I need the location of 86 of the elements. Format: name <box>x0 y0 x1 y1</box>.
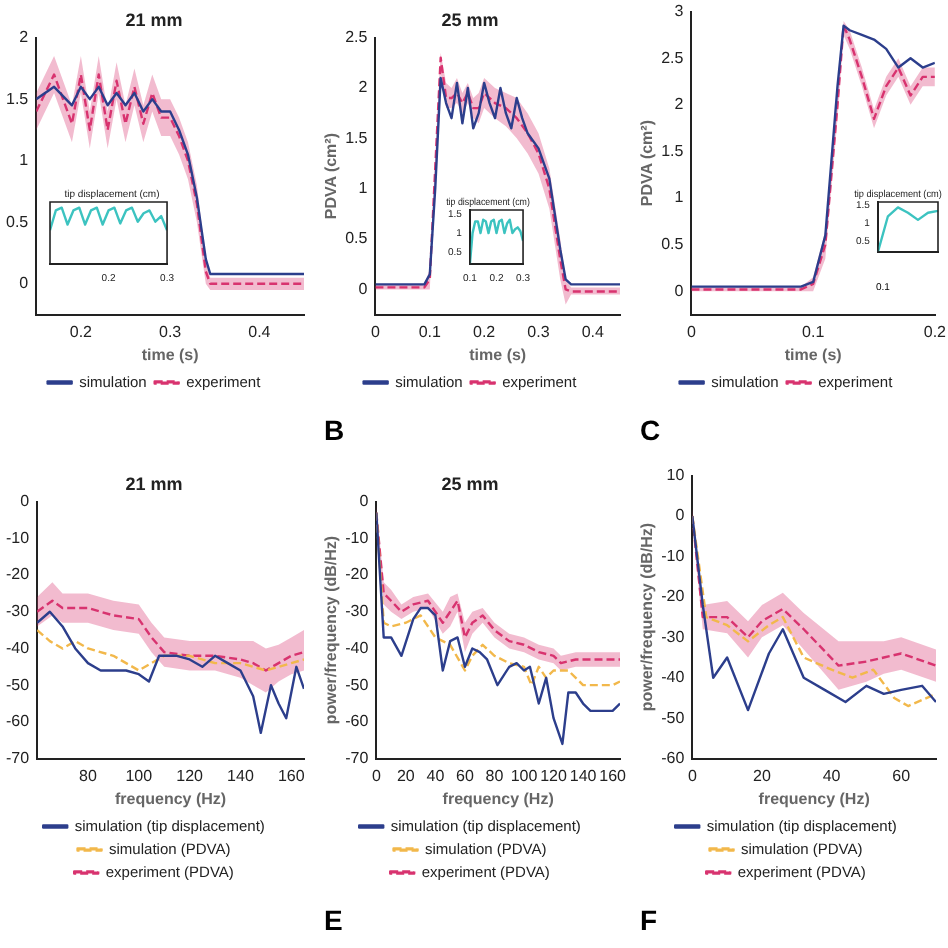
y-tick-label: -10 <box>345 528 370 547</box>
x-tick-label: 140 <box>227 766 255 785</box>
x-tick-label: 0.3 <box>159 322 183 341</box>
y-tick-label: 1 <box>674 188 685 207</box>
x-axis-title: frequency (Hz) <box>442 789 555 808</box>
y-tick-label: -20 <box>661 587 686 606</box>
y-tick-label: 0.5 <box>5 212 30 231</box>
y-tick-label: -30 <box>6 602 31 621</box>
x-axis-title: time (s) <box>469 345 527 364</box>
x-tick-label: 120 <box>176 766 205 785</box>
x-tick-label: 60 <box>456 766 475 785</box>
y-tick-label: -50 <box>345 675 370 694</box>
y-tick-label: 2.5 <box>661 48 685 67</box>
y-tick-label: -40 <box>6 638 31 657</box>
x-tick-label: 0.1 <box>418 322 443 341</box>
y-tick-label: 3 <box>674 2 685 21</box>
x-tick-label: 0.4 <box>248 322 272 341</box>
x-axis-title: time (s) <box>141 345 200 364</box>
y-tick-label: 0 <box>359 492 370 511</box>
y-tick-label: 1 <box>358 179 369 198</box>
x-tick-label: 0.2 <box>473 322 497 341</box>
y-tick-label: 0 <box>675 506 686 525</box>
y-tick-label: -60 <box>661 749 686 768</box>
y-tick-label: -20 <box>6 565 31 584</box>
y-tick-label: -20 <box>345 565 370 584</box>
y-tick-label: 0 <box>20 492 31 511</box>
line-series <box>37 599 304 672</box>
y-tick-label: 0.5 <box>345 229 369 248</box>
y-tick-label: 1.5 <box>661 141 685 160</box>
y-tick-label: -50 <box>661 708 686 727</box>
y-axis-title: PDVA (cm²) <box>638 119 657 207</box>
x-tick-label: 140 <box>569 766 598 785</box>
y-axis-title: power/frequency (dB/Hz) <box>638 522 657 712</box>
x-tick-label: 120 <box>540 766 568 785</box>
y-tick-label: 2 <box>674 95 685 114</box>
x-axis-title: frequency (Hz) <box>115 789 227 808</box>
y-tick-label: -40 <box>661 668 686 687</box>
y-tick-label: -50 <box>6 675 31 694</box>
x-axis-title: frequency (Hz) <box>758 789 871 808</box>
y-tick-label: 1 <box>19 151 30 170</box>
x-tick-label: 0.2 <box>69 322 94 341</box>
chart-title: 25 mm <box>441 9 499 30</box>
y-axis-title: power/frequency (dB/Hz) <box>322 535 341 725</box>
x-tick-label: 100 <box>510 766 539 785</box>
line-series <box>37 628 304 672</box>
x-tick-label: 0.2 <box>923 322 948 341</box>
y-tick-label: -10 <box>6 528 31 547</box>
x-tick-label: 0.3 <box>527 322 551 341</box>
x-tick-label: 0 <box>371 766 382 785</box>
y-tick-label: 0.5 <box>661 235 685 254</box>
text: B <box>324 414 345 446</box>
x-tick-label: 40 <box>426 766 446 785</box>
y-tick-label: 1.5 <box>345 128 369 147</box>
x-tick-label: 40 <box>822 766 842 785</box>
text: E <box>324 904 343 936</box>
text: C <box>640 414 661 446</box>
y-tick-label: 10 <box>666 466 686 485</box>
x-tick-label: 160 <box>277 766 306 785</box>
y-tick-label: -30 <box>661 627 686 646</box>
y-tick-label: -70 <box>6 749 31 768</box>
chart-title: 25 mm <box>441 473 499 494</box>
text: F <box>640 904 658 936</box>
x-tick-label: 0 <box>687 766 698 785</box>
chart-title: 21 mm <box>125 473 183 494</box>
x-tick-label: 100 <box>125 766 154 785</box>
y-tick-label: 2 <box>358 78 369 97</box>
y-tick-label: 1.5 <box>5 89 30 108</box>
x-axis-title: time (s) <box>784 345 843 364</box>
x-tick-label: 80 <box>79 766 98 785</box>
x-tick-label: 20 <box>753 766 772 785</box>
y-tick-label: -10 <box>661 546 686 565</box>
x-tick-label: 20 <box>396 766 416 785</box>
y-tick-label: -30 <box>345 602 370 621</box>
x-tick-label: 0.4 <box>581 322 606 341</box>
y-tick-label: -60 <box>6 712 31 731</box>
x-tick-label: 0.1 <box>802 322 826 341</box>
x-tick-label: 60 <box>892 766 912 785</box>
y-tick-label: -60 <box>345 712 370 731</box>
y-tick-label: 2.5 <box>345 28 369 47</box>
y-tick-label: 2 <box>19 28 30 47</box>
x-tick-label: 80 <box>485 766 505 785</box>
y-tick-label: -70 <box>345 749 370 768</box>
y-axis-title: PDVA (cm²) <box>322 132 341 220</box>
x-tick-label: 160 <box>599 766 628 785</box>
chart-title: 21 mm <box>125 9 183 30</box>
y-tick-label: -40 <box>345 638 370 657</box>
